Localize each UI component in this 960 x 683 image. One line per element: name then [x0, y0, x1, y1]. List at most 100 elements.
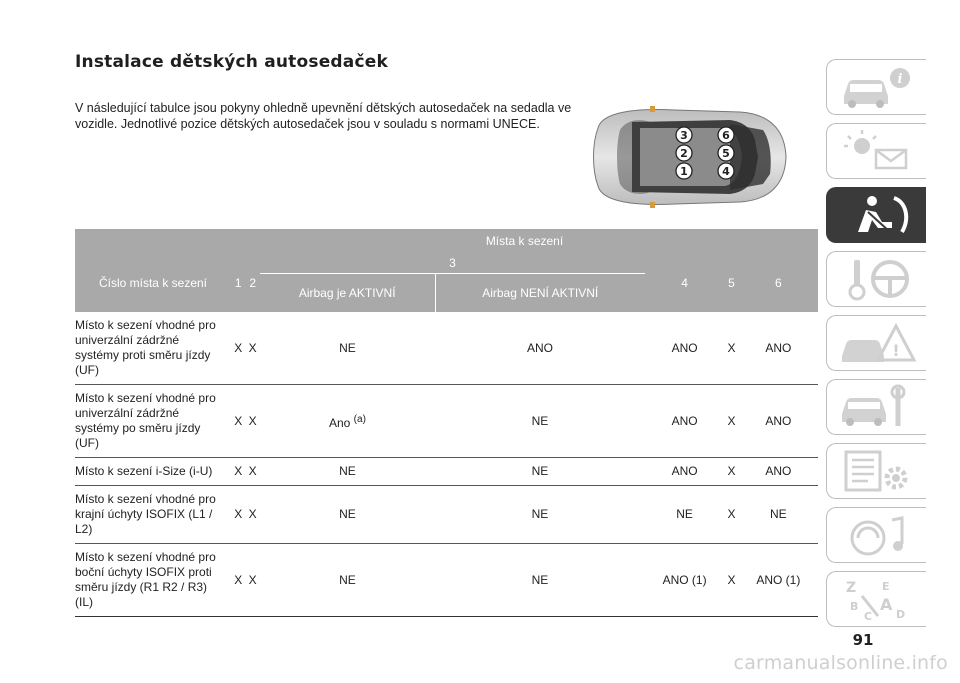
car-info-icon: i	[843, 68, 910, 108]
page-number: 91	[852, 631, 874, 649]
table-row: Místo k sezení vhodné pro univerzální zá…	[75, 312, 818, 385]
cell-seat-6: ANO	[738, 312, 818, 385]
tab-vehicle-info[interactable]: i	[826, 59, 926, 115]
tab-safety[interactable]	[826, 187, 926, 243]
car-maintenance-wrench-icon	[841, 384, 905, 426]
cell-seat-5: X	[724, 543, 739, 617]
tab-starting-driving[interactable]	[826, 251, 926, 307]
cell-seat-3-airbag-on: NE	[259, 485, 435, 544]
cell-seat-3-airbag-off: ANO	[435, 312, 645, 385]
warning-lights-message-icon	[843, 130, 907, 170]
cell-seat-6: ANO	[738, 457, 818, 486]
seat-2-marker	[675, 144, 693, 162]
seat-1-number: 1	[680, 165, 688, 178]
cell-seat-2: X	[245, 457, 260, 486]
seat-3-number: 3	[680, 129, 688, 142]
header-airbag-inactive: Airbag NENÍ AKTIVNÍ	[435, 273, 645, 312]
cell-seat-4: NE	[644, 485, 725, 544]
intro-paragraph: V následující tabulce jsou pokyny ohledn…	[75, 101, 572, 131]
header-seat-3: 3	[259, 253, 645, 274]
cell-seat-5: X	[724, 312, 739, 385]
table-row: Místo k sezení vhodné pro boční úchyty I…	[75, 543, 818, 617]
cell-seat-1: X	[231, 485, 246, 544]
cell-seat-6: NE	[738, 485, 818, 544]
seat-6-number: 6	[722, 129, 730, 142]
cell-seat-4: ANO	[644, 384, 725, 458]
seat-3-marker	[675, 126, 693, 144]
header-seat-6: 6	[738, 253, 818, 312]
cell-seat-1: X	[231, 384, 246, 458]
cell-seat-1: X	[231, 457, 246, 486]
car-emergency-warning-icon: !	[841, 322, 916, 362]
tab-maintenance[interactable]	[826, 379, 926, 435]
page-title: Instalace dětských autosedaček	[75, 52, 388, 72]
tab-warning-lights[interactable]	[826, 123, 926, 179]
cell-seat-5: X	[724, 485, 739, 544]
header-seat-number: Číslo místa k sezení	[75, 253, 231, 312]
svg-text:C: C	[864, 610, 872, 622]
table-row: Místo k sezení i-Size (i-U) X X NE NE AN…	[75, 457, 818, 486]
child-seat-table: Místa k sezení Číslo místa k sezení 1 2 …	[75, 229, 818, 617]
cell-seat-4: ANO	[644, 457, 725, 486]
header-seat-2: 2	[245, 253, 260, 312]
cell-seat-3-airbag-off: NE	[435, 543, 645, 617]
row-label: Místo k sezení vhodné pro univerzální zá…	[75, 312, 231, 385]
header-seat-4: 4	[644, 253, 725, 312]
cell-seat-2: X	[245, 312, 260, 385]
cell-seat-1: X	[231, 543, 246, 617]
svg-text:Z: Z	[846, 580, 856, 596]
row-label: Místo k sezení i-Size (i-U)	[75, 457, 231, 486]
table-row: Místo k sezení vhodné pro univerzální zá…	[75, 384, 818, 458]
seat-1-marker	[675, 162, 693, 180]
tab-index[interactable]: Z E B A C D	[826, 571, 926, 627]
chapter-tabs: i !	[826, 59, 928, 635]
footnote-marker: (a)	[353, 413, 366, 425]
svg-text:!: !	[892, 341, 899, 360]
svg-text:D: D	[896, 608, 905, 621]
seat-5-marker	[717, 144, 735, 162]
car-top-view-diagram: 3 6 2 5 1 4	[593, 106, 787, 208]
cell-seat-4: ANO	[644, 312, 725, 385]
cell-seat-2: X	[245, 485, 260, 544]
cell-seat-5: X	[724, 384, 739, 458]
watermark: carmanualsonline.info	[733, 652, 948, 674]
alphabetical-index-icon: Z E B A C D	[846, 580, 905, 622]
seat-4-number: 4	[722, 165, 730, 178]
tab-multimedia[interactable]	[826, 507, 926, 563]
cell-seat-6: ANO	[738, 384, 818, 458]
header-seat-1: 1	[231, 253, 246, 312]
cell-seat-4: ANO (1)	[644, 543, 725, 617]
cell-seat-2: X	[245, 384, 260, 458]
seat-5-number: 5	[722, 147, 730, 160]
cell-seat-3-airbag-off: NE	[435, 384, 645, 458]
svg-text:E: E	[882, 580, 890, 593]
row-label: Místo k sezení vhodné pro univerzální zá…	[75, 384, 231, 458]
svg-text:i: i	[897, 72, 902, 87]
technical-data-gear-icon	[844, 450, 907, 492]
cell-seat-2: X	[245, 543, 260, 617]
cell-seat-1: X	[231, 312, 246, 385]
header-seating-positions: Místa k sezení	[231, 229, 818, 253]
row-label: Místo k sezení vhodné pro krajní úchyty …	[75, 485, 231, 544]
svg-text:B: B	[850, 600, 858, 613]
svg-text:A: A	[880, 595, 893, 614]
cell-value: Ano	[328, 415, 351, 430]
multimedia-music-icon	[850, 516, 903, 556]
cell-seat-3-airbag-on: NE	[259, 543, 435, 617]
cell-seat-3-airbag-on: Ano (a)	[259, 384, 435, 458]
seat-2-number: 2	[680, 147, 688, 160]
tab-emergency[interactable]: !	[826, 315, 926, 371]
cell-seat-3-airbag-off: NE	[435, 485, 645, 544]
key-steering-wheel-icon	[848, 260, 909, 301]
seat-4-marker	[717, 162, 735, 180]
cell-seat-3-airbag-on: NE	[259, 312, 435, 385]
table-row: Místo k sezení vhodné pro krajní úchyty …	[75, 485, 818, 544]
cell-seat-5: X	[724, 457, 739, 486]
tab-technical-data[interactable]	[826, 443, 926, 499]
seat-airbag-safety-icon	[857, 196, 908, 233]
header-airbag-active: Airbag je AKTIVNÍ	[259, 273, 436, 312]
cell-seat-3-airbag-off: NE	[435, 457, 645, 486]
cell-seat-6: ANO (1)	[738, 543, 818, 617]
cell-seat-3-airbag-on: NE	[259, 457, 435, 486]
row-label: Místo k sezení vhodné pro boční úchyty I…	[75, 543, 231, 617]
